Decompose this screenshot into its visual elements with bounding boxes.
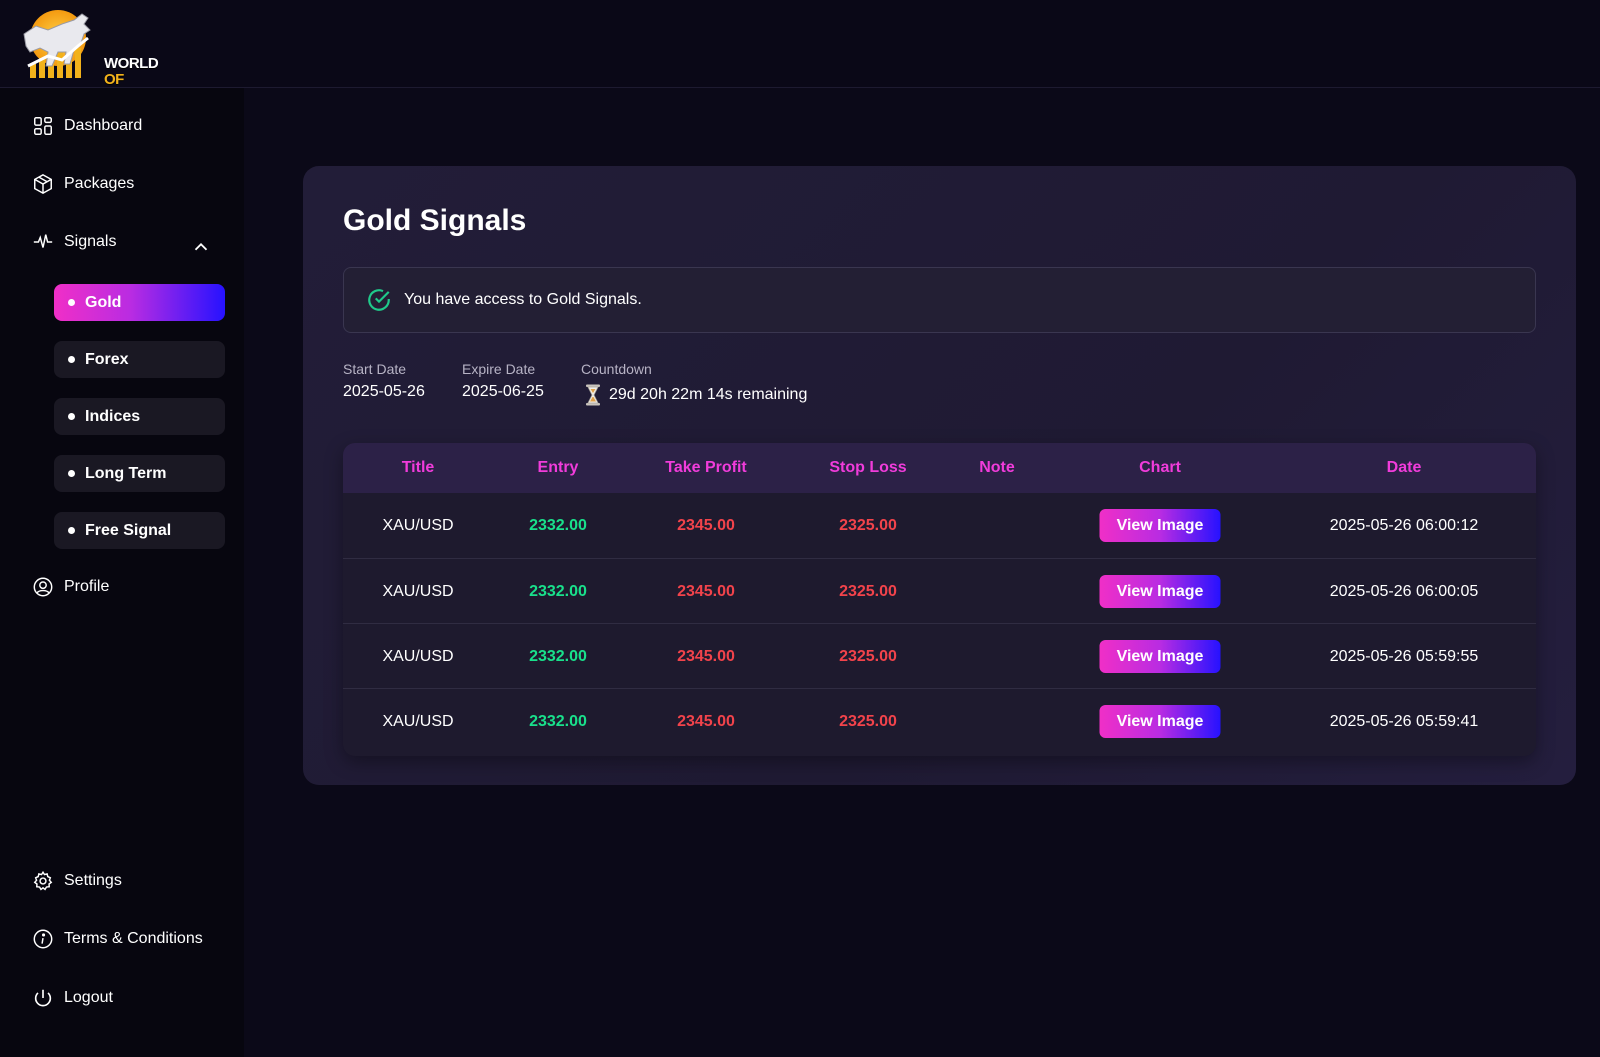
cell-title: XAU/USD	[382, 583, 454, 600]
chevron-up-icon[interactable]	[190, 236, 212, 258]
column-header-date: Date	[1386, 459, 1422, 476]
cell-date: 2025-05-26 05:59:41	[1329, 713, 1479, 730]
sidebar: Dashboard Packages Signals Gold Forex In…	[0, 88, 244, 1057]
sub-item-label: Long Term	[85, 464, 167, 482]
sidebar-sub-item-long-term[interactable]: Long Term	[54, 455, 225, 492]
cell-date: 2025-05-26 06:00:05	[1329, 583, 1479, 600]
column-header-stop-loss: Stop Loss	[829, 459, 907, 476]
sidebar-item-terms[interactable]: Terms & Conditions	[32, 924, 203, 954]
cell-stop-loss: 2325.00	[839, 517, 897, 534]
countdown-value: 29d 20h 22m 14s remaining	[609, 386, 808, 403]
view-image-button[interactable]: View Image	[1099, 640, 1221, 673]
hourglass-icon	[586, 384, 600, 406]
cell-entry: 2332.00	[529, 713, 587, 730]
cell-date: 2025-05-26 05:59:55	[1329, 648, 1479, 665]
expire-date-value: 2025-06-25	[462, 383, 544, 400]
sidebar-item-label: Settings	[64, 872, 122, 889]
signals-table: Title Entry Take Profit Stop Loss Note C…	[343, 443, 1536, 756]
power-icon	[34, 989, 52, 1007]
top-bar: WORLD OF PIPS	[0, 0, 1600, 104]
bullet-icon	[68, 470, 75, 477]
gear-icon	[33, 870, 53, 891]
check-circle-icon	[368, 289, 390, 311]
box-icon	[34, 173, 52, 195]
cell-date: 2025-05-26 06:00:12	[1329, 517, 1479, 534]
sidebar-item-packages[interactable]: Packages	[32, 169, 134, 199]
table-row: XAU/USD 2332.00 2345.00 2325.00 View Ima…	[343, 688, 1536, 753]
table-row: XAU/USD 2332.00 2345.00 2325.00 View Ima…	[343, 558, 1536, 623]
cell-stop-loss: 2325.00	[839, 648, 897, 665]
sidebar-item-label: Signals	[64, 233, 117, 250]
sidebar-sub-item-indices[interactable]: Indices	[54, 398, 225, 435]
cell-take-profit: 2345.00	[677, 583, 735, 600]
user-circle-icon	[33, 577, 53, 597]
cell-entry: 2332.00	[529, 517, 587, 534]
cell-take-profit: 2345.00	[677, 713, 735, 730]
view-image-button[interactable]: View Image	[1099, 575, 1221, 608]
pulse-icon	[33, 234, 53, 248]
sidebar-item-signals[interactable]: Signals	[32, 227, 116, 257]
cell-stop-loss: 2325.00	[839, 583, 897, 600]
access-notice: You have access to Gold Signals.	[343, 267, 1536, 333]
bullet-icon	[68, 527, 75, 534]
expire-date-block: Expire Date 2025-06-25	[462, 361, 544, 401]
view-image-button[interactable]: View Image	[1099, 705, 1221, 738]
sidebar-item-logout[interactable]: Logout	[32, 983, 113, 1013]
cell-title: XAU/USD	[382, 648, 454, 665]
cell-entry: 2332.00	[529, 583, 587, 600]
sidebar-item-label: Packages	[64, 175, 135, 192]
table-row: XAU/USD 2332.00 2345.00 2325.00 View Ima…	[343, 623, 1536, 688]
bullet-icon	[68, 356, 75, 363]
grid-icon	[34, 117, 52, 135]
sidebar-item-dashboard[interactable]: Dashboard	[32, 111, 142, 141]
sidebar-item-label: Profile	[64, 578, 110, 595]
start-date-value: 2025-05-26	[343, 383, 425, 400]
countdown-label: Countdown	[581, 361, 652, 377]
table-row: XAU/USD 2332.00 2345.00 2325.00 View Ima…	[343, 493, 1536, 558]
sidebar-item-label: Terms & Conditions	[64, 930, 203, 947]
column-header-chart: Chart	[1139, 459, 1181, 476]
bull-logo-icon	[23, 10, 91, 78]
world-of-pips-logo[interactable]: WORLD OF PIPS	[18, 8, 159, 104]
cell-title: XAU/USD	[382, 713, 454, 730]
sub-item-label: Forex	[85, 350, 129, 368]
sidebar-sub-item-free-signal[interactable]: Free Signal	[54, 512, 225, 549]
sub-item-label: Gold	[85, 293, 122, 311]
page-title: Gold Signals	[343, 204, 527, 237]
cell-stop-loss: 2325.00	[839, 713, 897, 730]
start-date-label: Start Date	[343, 361, 407, 377]
view-image-button[interactable]: View Image	[1099, 509, 1221, 542]
bullet-icon	[68, 413, 75, 420]
cell-entry: 2332.00	[529, 648, 587, 665]
countdown-block: Countdown 29d 20h 22m 14s remaining	[581, 361, 807, 406]
sidebar-item-label: Dashboard	[64, 117, 143, 134]
sidebar-item-label: Logout	[64, 989, 113, 1006]
expire-date-label: Expire Date	[462, 361, 536, 377]
cell-take-profit: 2345.00	[677, 648, 735, 665]
brand-line-1: WORLD	[104, 55, 159, 72]
cell-title: XAU/USD	[382, 517, 454, 534]
column-header-entry: Entry	[537, 459, 579, 476]
sidebar-sub-item-gold[interactable]: Gold	[54, 284, 225, 321]
sidebar-item-profile[interactable]: Profile	[32, 572, 109, 602]
info-icon	[33, 929, 53, 949]
column-header-note: Note	[979, 459, 1015, 476]
sidebar-sub-item-forex[interactable]: Forex	[54, 341, 225, 378]
sub-item-label: Free Signal	[85, 521, 172, 539]
sidebar-item-settings[interactable]: Settings	[32, 866, 122, 896]
sub-item-label: Indices	[85, 407, 141, 425]
column-header-take-profit: Take Profit	[665, 459, 747, 476]
bullet-icon	[68, 299, 75, 306]
access-message: You have access to Gold Signals.	[404, 291, 642, 308]
gold-signals-card: Gold Signals You have access to Gold Sig…	[303, 166, 1576, 785]
cell-take-profit: 2345.00	[677, 517, 735, 534]
countdown-row: 29d 20h 22m 14s remaining	[581, 384, 807, 406]
column-header-title: Title	[401, 459, 435, 476]
start-date-block: Start Date 2025-05-26	[343, 361, 425, 401]
table-header: Title Entry Take Profit Stop Loss Note C…	[343, 443, 1536, 493]
